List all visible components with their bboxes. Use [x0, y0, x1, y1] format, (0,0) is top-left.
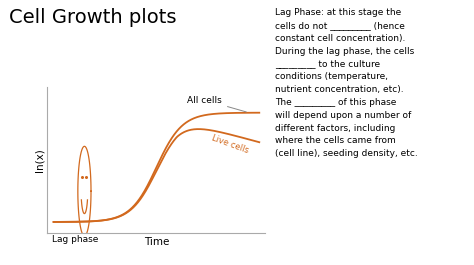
Text: Live cells: Live cells: [210, 133, 249, 155]
Y-axis label: ln(x): ln(x): [35, 148, 45, 172]
X-axis label: Time: Time: [144, 237, 169, 247]
Text: Lag phase: Lag phase: [52, 235, 98, 244]
Text: Cell Growth plots: Cell Growth plots: [9, 8, 177, 27]
Text: Lag Phase: at this stage the
cells do not _________ (hence
constant cell concent: Lag Phase: at this stage the cells do no…: [275, 8, 418, 158]
Text: All cells: All cells: [187, 96, 246, 112]
